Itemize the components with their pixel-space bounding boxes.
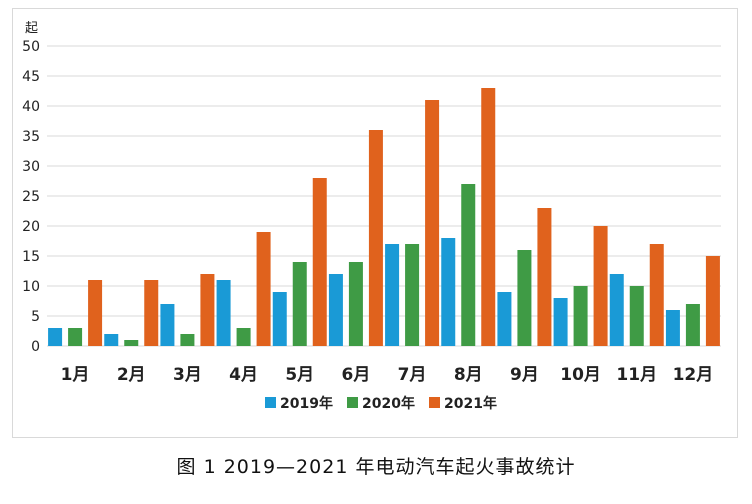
bar-2020年-7月 — [405, 244, 420, 346]
bar-2019年-1月 — [48, 328, 63, 346]
legend-swatch-2021年 — [429, 397, 440, 408]
bar-2020年-11月 — [629, 286, 644, 346]
legend-label: 2019年 — [280, 395, 333, 412]
y-tick-label: 35 — [22, 129, 40, 145]
bar-2021年-9月 — [537, 208, 552, 346]
chart-frame: 起 0 5 10 15 20 25 30 35 40 45 50 1月 2月 3月 4月 5月 6月 7月 8月 9月 1… — [12, 8, 738, 438]
y-tick-label: 40 — [22, 99, 40, 115]
x-tick-label: 1月 — [61, 365, 90, 385]
y-tick-label: 50 — [22, 39, 40, 55]
figure-caption: 图 1 2019—2021 年电动汽车起火事故统计 — [176, 456, 576, 478]
x-tick-label: 12月 — [673, 365, 714, 385]
bar-2021年-12月 — [705, 256, 720, 346]
bar-2019年-6月 — [328, 274, 343, 346]
bar-2021年-6月 — [368, 130, 383, 346]
bar-2019年-12月 — [665, 310, 680, 346]
bar-2020年-2月 — [124, 340, 139, 346]
y-tick-label: 10 — [22, 279, 40, 295]
bar-2019年-11月 — [609, 274, 624, 346]
bar-2020年-3月 — [180, 334, 195, 346]
bar-2019年-3月 — [160, 304, 175, 346]
x-tick-label: 7月 — [398, 365, 427, 385]
bar-2019年-9月 — [497, 292, 512, 346]
y-tick-label: 30 — [22, 159, 40, 175]
bar-2021年-10月 — [593, 226, 608, 346]
bar-2019年-2月 — [104, 334, 119, 346]
y-tick-label: 5 — [31, 309, 40, 325]
bar-2021年-3月 — [200, 274, 215, 346]
bar-2020年-10月 — [573, 286, 588, 346]
x-tick-label: 10月 — [560, 365, 601, 385]
x-tick-label: 2月 — [117, 365, 146, 385]
bar-2020年-1月 — [68, 328, 83, 346]
y-tick-label: 0 — [31, 339, 40, 355]
bar-2020年-4月 — [236, 328, 251, 346]
bar-2019年-5月 — [272, 292, 287, 346]
bar-2021年-5月 — [312, 178, 327, 346]
legend-label: 2020年 — [362, 395, 415, 412]
legend-swatch-2019年 — [265, 397, 276, 408]
y-tick-label: 45 — [22, 69, 40, 85]
x-tick-label: 11月 — [616, 365, 657, 385]
bar-2021年-2月 — [144, 280, 159, 346]
bar-chart: 起 0 5 10 15 20 25 30 35 40 45 50 1月 2月 3月 4月 5月 6月 7月 8月 9月 1… — [22, 21, 721, 412]
y-axis-label: 起 — [25, 21, 38, 36]
x-tick-label: 4月 — [229, 365, 258, 385]
bar-2020年-5月 — [292, 262, 307, 346]
bar-2019年-4月 — [216, 280, 231, 346]
bar-2021年-8月 — [481, 88, 496, 346]
bar-2020年-12月 — [685, 304, 700, 346]
bar-2019年-7月 — [385, 244, 400, 346]
x-tick-label: 8月 — [454, 365, 483, 385]
bar-2019年-8月 — [441, 238, 456, 346]
y-tick-label: 25 — [22, 189, 40, 205]
legend-label: 2021年 — [444, 395, 497, 412]
x-tick-label: 9月 — [510, 365, 539, 385]
bar-2020年-8月 — [461, 184, 476, 346]
x-tick-label: 6月 — [341, 365, 370, 385]
bar-2021年-4月 — [256, 232, 271, 346]
bar-2019年-10月 — [553, 298, 568, 346]
y-tick-label: 20 — [22, 219, 40, 235]
legend-swatch-2020年 — [347, 397, 358, 408]
bar-2021年-1月 — [88, 280, 103, 346]
bar-2021年-11月 — [649, 244, 664, 346]
x-tick-label: 3月 — [173, 365, 202, 385]
y-tick-label: 15 — [22, 249, 40, 265]
bar-2021年-7月 — [425, 100, 440, 346]
x-tick-label: 5月 — [285, 365, 314, 385]
bar-2020年-6月 — [348, 262, 363, 346]
bar-2020年-9月 — [517, 250, 532, 346]
